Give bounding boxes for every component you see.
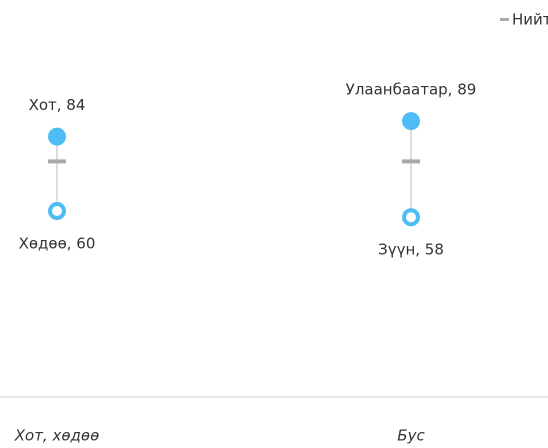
x-tick-label: Хот, хөдөө xyxy=(14,427,100,445)
data-label: Зүүн, 58 xyxy=(378,241,444,259)
high-point xyxy=(48,127,66,146)
total-marker xyxy=(48,159,66,164)
total-marker xyxy=(402,159,420,164)
legend-swatch xyxy=(500,18,509,21)
low-point xyxy=(402,208,420,227)
low-point xyxy=(48,202,66,220)
x-tick-label: Бус xyxy=(397,427,425,445)
data-label: Хот, 84 xyxy=(29,96,86,114)
data-label: Улаанбаатар, 89 xyxy=(346,81,477,99)
legend-label: Нийт xyxy=(512,11,548,29)
data-label: Хөдөө, 60 xyxy=(19,235,96,253)
high-point xyxy=(402,112,420,131)
